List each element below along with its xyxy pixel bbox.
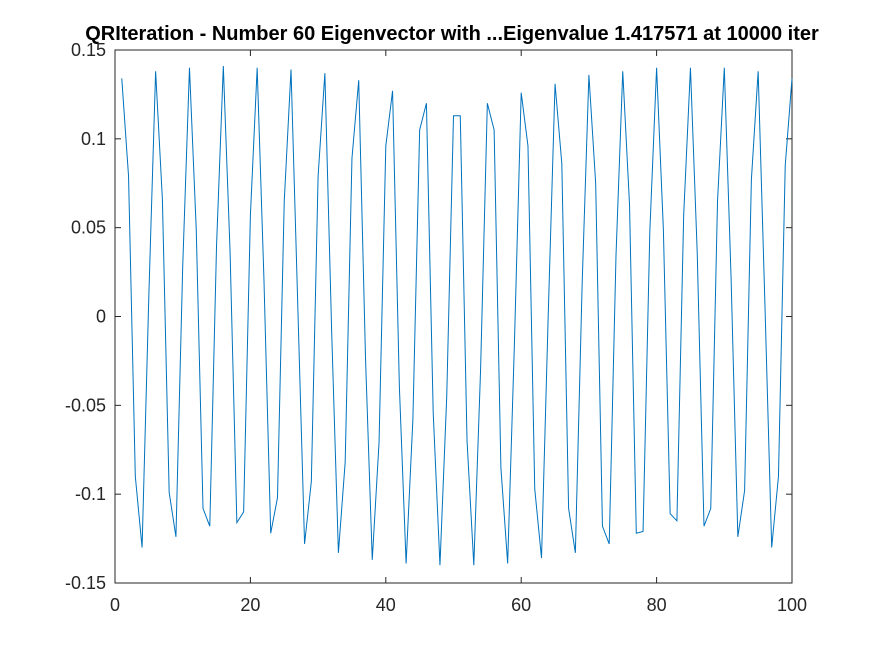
y-tick-label: 0	[96, 307, 106, 327]
y-tick-label: -0.05	[65, 395, 106, 415]
y-axis: 0.15 0.1 0.05 0 -0.05 -0.1 -0.15	[65, 40, 792, 593]
y-tick-label: -0.15	[65, 573, 106, 593]
x-tick-label: 80	[647, 595, 667, 615]
y-tick-label: -0.1	[75, 484, 106, 504]
x-tick-label: 0	[110, 595, 120, 615]
plot-area: 0 20 40 60 80 100 0.15 0.1 0.05 0 -0.05 -0.1 -0.15	[65, 40, 807, 615]
x-tick-label: 40	[376, 595, 396, 615]
x-axis: 0 20 40 60 80 100	[110, 50, 807, 615]
x-tick-label: 20	[240, 595, 260, 615]
x-tick-label: 100	[777, 595, 807, 615]
y-tick-label: 0.1	[81, 129, 106, 149]
chart-title: QRIteration - Number 60 Eigenvector with…	[85, 23, 819, 45]
y-tick-label: 0.05	[71, 218, 106, 238]
x-tick-label: 60	[511, 595, 531, 615]
series-line	[121, 65, 793, 566]
y-tick-label: 0.15	[71, 40, 106, 60]
